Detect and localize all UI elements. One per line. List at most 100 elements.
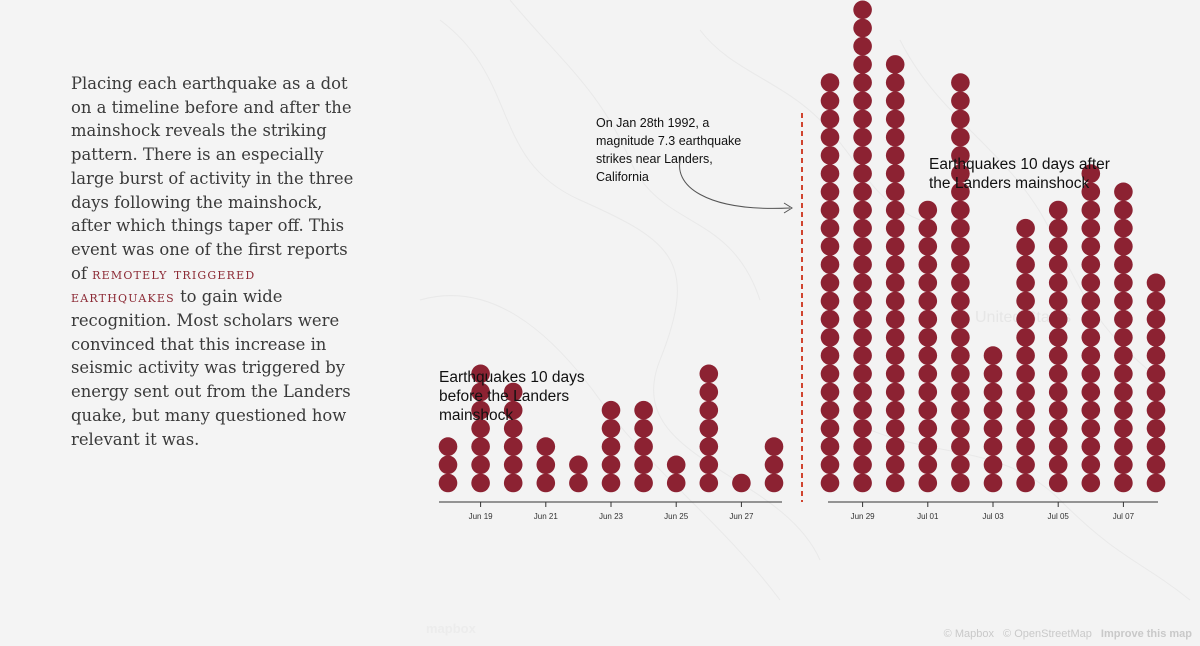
after-earthquake-dot[interactable] bbox=[885, 309, 905, 329]
after-earthquake-dot[interactable] bbox=[853, 218, 872, 238]
after-earthquake-dot[interactable] bbox=[885, 346, 905, 365]
before-earthquake-dot[interactable] bbox=[438, 437, 458, 456]
after-earthquake-dot[interactable] bbox=[885, 109, 905, 129]
after-earthquake-dot[interactable] bbox=[853, 91, 872, 111]
after-earthquake-dot[interactable] bbox=[853, 437, 872, 456]
after-earthquake-dot[interactable] bbox=[918, 328, 938, 347]
after-earthquake-dot[interactable] bbox=[820, 291, 840, 311]
after-earthquake-dot[interactable] bbox=[820, 328, 840, 347]
after-earthquake-dot[interactable] bbox=[951, 455, 970, 475]
before-earthquake-dot[interactable] bbox=[601, 473, 621, 493]
after-earthquake-dot[interactable] bbox=[951, 400, 970, 420]
after-earthquake-dot[interactable] bbox=[885, 419, 905, 438]
before-earthquake-dot[interactable] bbox=[699, 473, 719, 493]
remotely-triggered-earthquakes-link[interactable]: remotely triggered earthquakes bbox=[71, 263, 256, 307]
after-earthquake-dot[interactable] bbox=[820, 164, 840, 183]
after-earthquake-dot[interactable] bbox=[983, 382, 1003, 402]
after-earthquake-dot[interactable] bbox=[951, 346, 970, 365]
after-earthquake-dot[interactable] bbox=[918, 437, 938, 456]
after-earthquake-dot[interactable] bbox=[1081, 346, 1101, 365]
after-earthquake-dot[interactable] bbox=[1048, 291, 1068, 311]
attribution-mapbox-link[interactable]: © Mapbox bbox=[943, 628, 994, 640]
after-earthquake-dot[interactable] bbox=[1048, 400, 1068, 420]
after-earthquake-dot[interactable] bbox=[885, 164, 905, 183]
after-earthquake-dot[interactable] bbox=[951, 164, 970, 183]
before-earthquake-dot[interactable] bbox=[503, 437, 523, 456]
after-earthquake-dot[interactable] bbox=[853, 109, 872, 129]
after-earthquake-dot[interactable] bbox=[1016, 218, 1035, 238]
after-earthquake-dot[interactable] bbox=[1081, 182, 1101, 202]
before-earthquake-dot[interactable] bbox=[634, 455, 653, 475]
before-earthquake-dot[interactable] bbox=[732, 473, 751, 493]
after-earthquake-dot[interactable] bbox=[951, 364, 970, 384]
after-earthquake-dot[interactable] bbox=[1081, 291, 1101, 311]
after-earthquake-dot[interactable] bbox=[820, 419, 840, 438]
after-earthquake-dot[interactable] bbox=[1048, 200, 1068, 220]
before-earthquake-dot[interactable] bbox=[634, 419, 653, 438]
after-earthquake-dot[interactable] bbox=[951, 473, 970, 493]
after-earthquake-dot[interactable] bbox=[820, 200, 840, 220]
after-earthquake-dot[interactable] bbox=[853, 73, 872, 92]
after-earthquake-dot[interactable] bbox=[1016, 328, 1035, 347]
after-earthquake-dot[interactable] bbox=[820, 309, 840, 329]
after-earthquake-dot[interactable] bbox=[853, 455, 872, 475]
after-earthquake-dot[interactable] bbox=[1016, 473, 1035, 493]
after-earthquake-dot[interactable] bbox=[853, 200, 872, 220]
after-earthquake-dot[interactable] bbox=[1016, 419, 1035, 438]
after-earthquake-dot[interactable] bbox=[951, 182, 970, 202]
attribution-osm-link[interactable]: © OpenStreetMap bbox=[1003, 628, 1092, 640]
after-earthquake-dot[interactable] bbox=[885, 437, 905, 456]
after-earthquake-dot[interactable] bbox=[885, 291, 905, 311]
after-earthquake-dot[interactable] bbox=[951, 437, 970, 456]
after-earthquake-dot[interactable] bbox=[1114, 346, 1133, 365]
after-earthquake-dot[interactable] bbox=[1114, 400, 1133, 420]
before-earthquake-dot[interactable] bbox=[699, 382, 719, 402]
after-earthquake-dot[interactable] bbox=[885, 200, 905, 220]
after-earthquake-dot[interactable] bbox=[951, 291, 970, 311]
before-earthquake-dot[interactable] bbox=[601, 455, 621, 475]
after-earthquake-dot[interactable] bbox=[1048, 255, 1068, 274]
after-earthquake-dot[interactable] bbox=[820, 382, 840, 402]
after-earthquake-dot[interactable] bbox=[918, 218, 938, 238]
after-earthquake-dot[interactable] bbox=[1114, 382, 1133, 402]
after-earthquake-dot[interactable] bbox=[951, 273, 970, 293]
after-earthquake-dot[interactable] bbox=[853, 328, 872, 347]
after-earthquake-dot[interactable] bbox=[951, 127, 970, 147]
after-earthquake-dot[interactable] bbox=[1081, 437, 1101, 456]
after-earthquake-dot[interactable] bbox=[1146, 473, 1166, 493]
after-earthquake-dot[interactable] bbox=[885, 273, 905, 293]
after-earthquake-dot[interactable] bbox=[1114, 455, 1133, 475]
after-earthquake-dot[interactable] bbox=[1114, 437, 1133, 456]
after-earthquake-dot[interactable] bbox=[820, 346, 840, 365]
after-earthquake-dot[interactable] bbox=[1048, 455, 1068, 475]
before-earthquake-dot[interactable] bbox=[471, 419, 490, 438]
after-earthquake-dot[interactable] bbox=[1016, 273, 1035, 293]
after-earthquake-dot[interactable] bbox=[1146, 419, 1166, 438]
before-earthquake-dot[interactable] bbox=[503, 400, 523, 420]
before-earthquake-dot[interactable] bbox=[536, 437, 556, 456]
after-earthquake-dot[interactable] bbox=[853, 382, 872, 402]
mapbox-logo[interactable]: mapbox bbox=[426, 621, 476, 636]
after-earthquake-dot[interactable] bbox=[820, 455, 840, 475]
after-earthquake-dot[interactable] bbox=[1016, 455, 1035, 475]
after-earthquake-dot[interactable] bbox=[951, 255, 970, 274]
after-earthquake-dot[interactable] bbox=[918, 255, 938, 274]
after-earthquake-dot[interactable] bbox=[951, 146, 970, 165]
after-earthquake-dot[interactable] bbox=[1081, 400, 1101, 420]
before-earthquake-dot[interactable] bbox=[699, 400, 719, 420]
after-earthquake-dot[interactable] bbox=[983, 473, 1003, 493]
after-earthquake-dot[interactable] bbox=[1081, 237, 1101, 256]
after-earthquake-dot[interactable] bbox=[951, 309, 970, 329]
after-earthquake-dot[interactable] bbox=[885, 364, 905, 384]
after-earthquake-dot[interactable] bbox=[885, 182, 905, 202]
after-earthquake-dot[interactable] bbox=[1048, 237, 1068, 256]
after-earthquake-dot[interactable] bbox=[1081, 364, 1101, 384]
after-earthquake-dot[interactable] bbox=[1114, 273, 1133, 293]
after-earthquake-dot[interactable] bbox=[1114, 182, 1133, 202]
before-earthquake-dot[interactable] bbox=[569, 455, 588, 475]
before-earthquake-dot[interactable] bbox=[634, 400, 653, 420]
after-earthquake-dot[interactable] bbox=[951, 382, 970, 402]
after-earthquake-dot[interactable] bbox=[1016, 437, 1035, 456]
after-earthquake-dot[interactable] bbox=[885, 237, 905, 256]
after-earthquake-dot[interactable] bbox=[1114, 200, 1133, 220]
